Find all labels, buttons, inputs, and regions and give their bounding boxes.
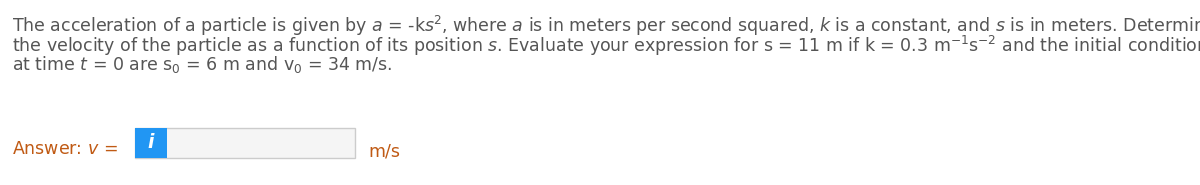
Text: m/s: m/s [368,143,400,161]
Text: i: i [148,134,154,152]
FancyBboxPatch shape [134,128,167,158]
FancyBboxPatch shape [134,128,355,158]
Text: Answer: $v$ =: Answer: $v$ = [12,140,120,158]
Text: the velocity of the particle as a function of its position $s$. Evaluate your ex: the velocity of the particle as a functi… [12,34,1200,58]
Text: at time $t$ = 0 are s$_0$ = 6 m and v$_0$ = 34 m/s.: at time $t$ = 0 are s$_0$ = 6 m and v$_0… [12,54,392,75]
Text: The acceleration of a particle is given by $a$ = -k$s$$^2$, where $a$ is in mete: The acceleration of a particle is given … [12,14,1200,38]
